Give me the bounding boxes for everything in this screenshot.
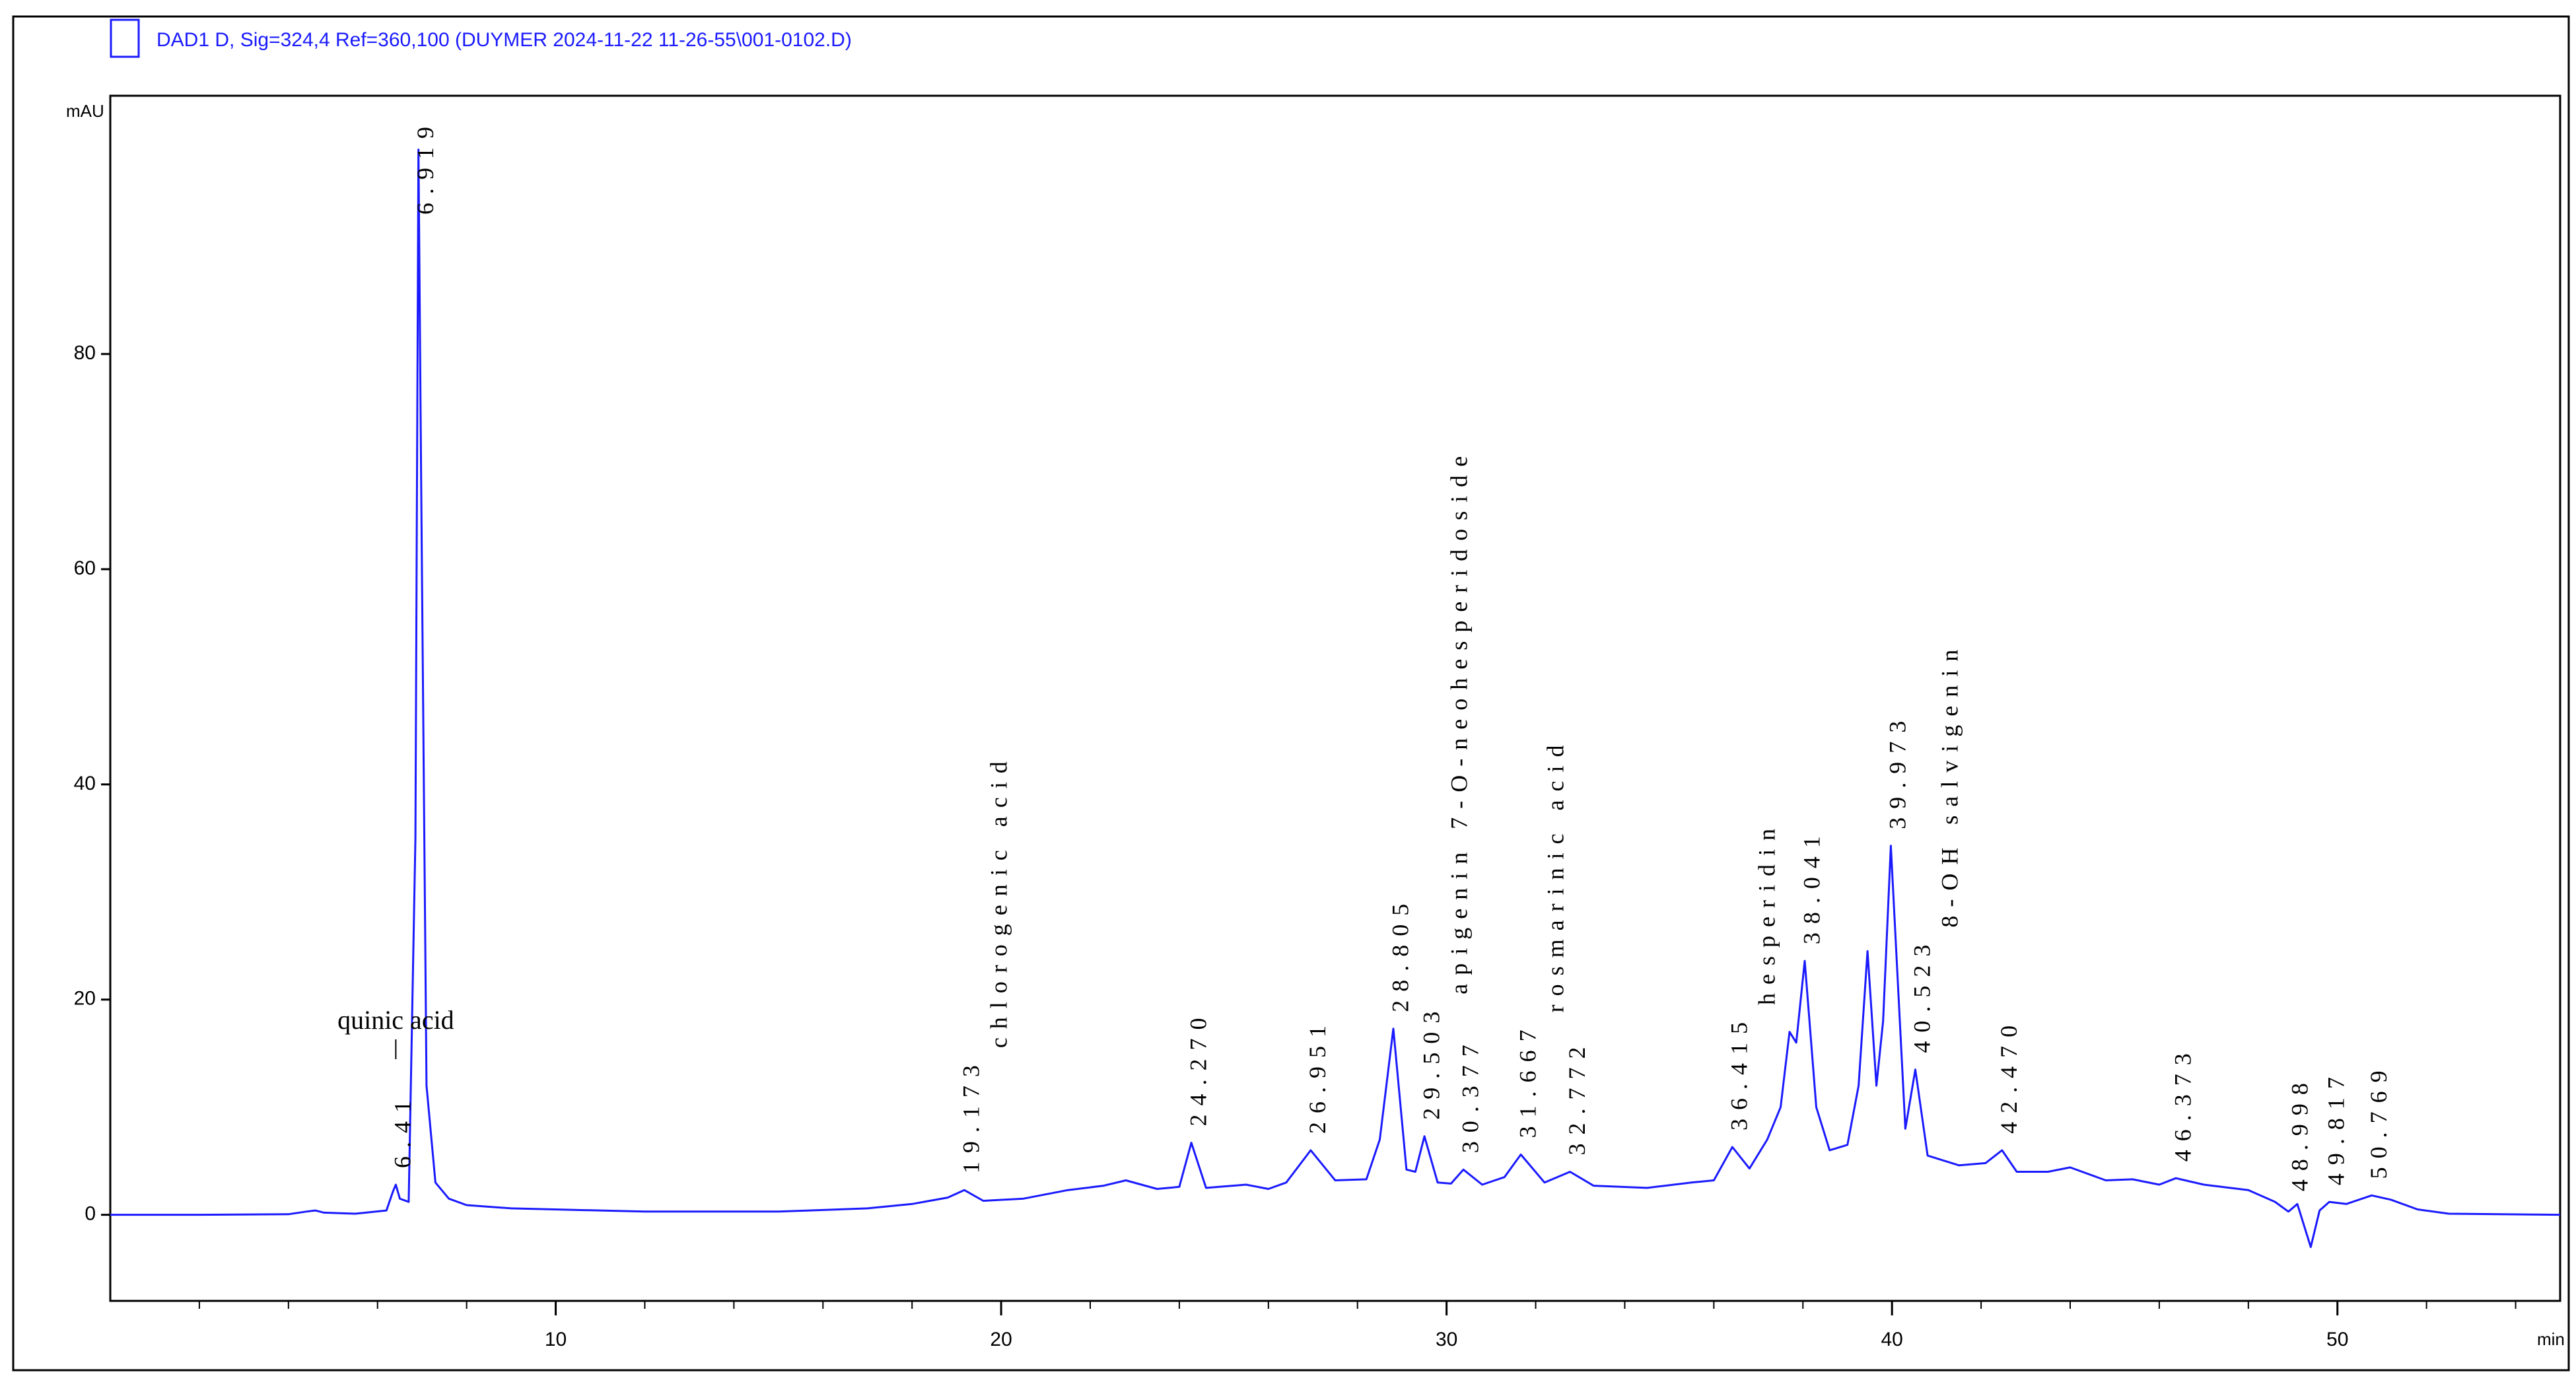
compound-label: chlorogenic acid (986, 753, 1012, 1048)
peak-time-label: 28.805 (1387, 895, 1413, 1012)
x-tick-label: 50 (2326, 1329, 2348, 1350)
y-tick-label: 60 (74, 557, 96, 579)
x-tick-label: 20 (990, 1329, 1012, 1350)
plot-frame (109, 94, 2561, 1302)
compound-label: apigenin 7-O-neohesperidoside (1445, 448, 1472, 994)
peak-time-label: 6.41 (390, 1092, 416, 1168)
peak-time-label: 24.270 (1185, 1009, 1211, 1126)
y-tick-label: 80 (74, 342, 96, 364)
x-axis-label: min (2537, 1329, 2565, 1349)
peak-time-label: 30.377 (1457, 1036, 1483, 1153)
peak-time-label: 32.772 (1564, 1038, 1590, 1155)
compound-label: quinic acid (337, 1005, 454, 1035)
y-tick-label: 40 (74, 773, 96, 794)
outer-frame (12, 15, 2570, 1372)
peak-time-label: 38.041 (1798, 827, 1825, 944)
y-tick-label: 20 (74, 988, 96, 1010)
peak-time-label: 46.373 (2169, 1045, 2196, 1162)
peak-time-label: 29.503 (1418, 1003, 1444, 1120)
peak-time-label: 36.415 (1726, 1014, 1753, 1131)
compound-label: rosmarinic acid (1542, 736, 1568, 1012)
x-tick-label: 30 (1436, 1329, 1457, 1350)
x-tick-label: 10 (545, 1329, 567, 1350)
legend-swatch (110, 18, 140, 58)
peak-time-label: 48.998 (2286, 1074, 2313, 1191)
y-tick-label: 0 (85, 1203, 96, 1225)
peak-time-label: 6.919 (412, 118, 438, 215)
compound-label: hesperidin (1754, 820, 1780, 1005)
peak-time-label: 39.973 (1885, 713, 1911, 829)
peak-time-label: 50.769 (2365, 1062, 2392, 1179)
compound-label: 8-OH salvigenin (1937, 641, 1963, 928)
signal-header: DAD1 D, Sig=324,4 Ref=360,100 (DUYMER 20… (157, 29, 852, 51)
peak-time-label: 31.667 (1514, 1021, 1541, 1138)
y-axis-label: mAU (66, 101, 104, 121)
peak-time-label: 40.523 (1909, 936, 1935, 1053)
peak-time-label: 42.470 (1996, 1017, 2022, 1134)
peak-time-label: 19.173 (958, 1057, 985, 1173)
peak-time-label: 49.817 (2323, 1068, 2350, 1185)
x-tick-label: 40 (1881, 1329, 1902, 1350)
signal-trace (110, 149, 2561, 1248)
peak-time-label: 26.951 (1304, 1017, 1331, 1134)
